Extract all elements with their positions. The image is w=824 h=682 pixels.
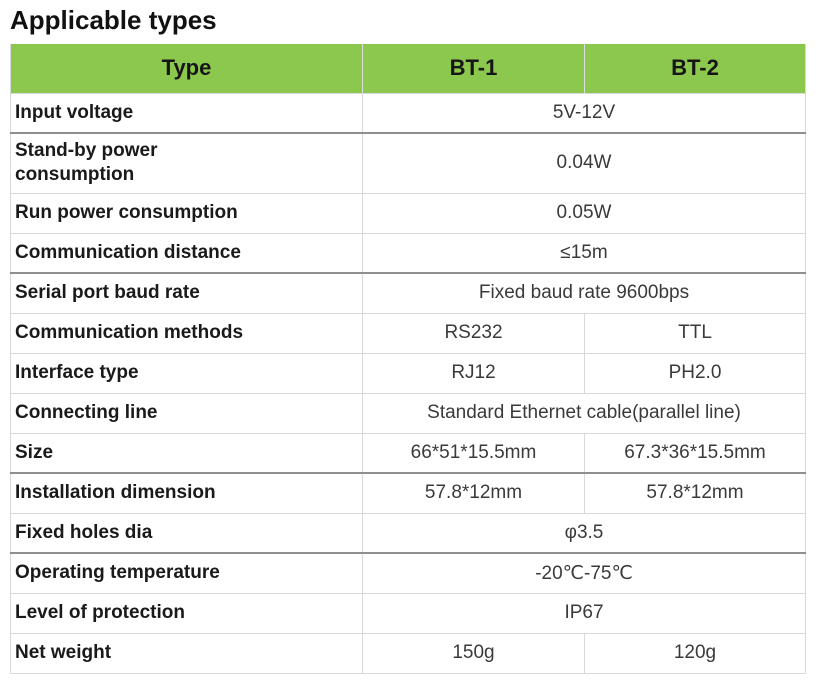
row-label: Installation dimension [10, 472, 363, 514]
row-label-text: Stand-by power consumption [15, 139, 158, 186]
table-row: Operating temperature -20℃-75℃ [10, 552, 806, 594]
table-row: Communication methods RS232 TTL [10, 312, 806, 354]
row-value-span: φ3.5 [362, 512, 806, 555]
row-value-span: 5V-12V [362, 92, 806, 135]
table-row: Installation dimension 57.8*12mm 57.8*12mm [10, 472, 806, 514]
row-label: Connecting line [10, 392, 363, 434]
row-value-span: 0.04W [362, 132, 806, 194]
row-label-text: Communication distance [15, 241, 241, 263]
table-row: Serial port baud rate Fixed baud rate 960… [10, 272, 806, 314]
row-value-bt2: 57.8*12mm [584, 472, 806, 514]
row-value-span: Standard Ethernet cable(parallel line) [362, 392, 806, 434]
row-value-span: 0.05W [362, 192, 806, 234]
row-value-span: IP67 [362, 592, 806, 634]
row-value-bt1: RJ12 [362, 352, 585, 394]
row-label-text: Net weight [15, 641, 112, 663]
table-row: Input voltage 5V-12V [10, 92, 806, 135]
row-label: Stand-by power consumption [10, 132, 363, 194]
row-label: Fixed holes dia [10, 512, 363, 555]
row-label: Size [10, 432, 363, 475]
row-label-text: Communication methods [15, 321, 244, 343]
row-label-text: Level of protection [15, 601, 185, 623]
row-label: Interface type [10, 352, 363, 394]
table-row: Connecting line Standard Ethernet cable(p… [10, 392, 806, 434]
header-cell-bt1: BT-1 [362, 44, 585, 94]
row-label: Net weight [10, 632, 363, 674]
spec-table: Type BT-1 BT-2 Input voltage 5V-12V Stand-… [10, 44, 806, 674]
row-label: Communication distance [10, 232, 363, 275]
table-row: Communication distance ≤15m [10, 232, 806, 275]
row-value-span: -20℃-75℃ [362, 552, 806, 594]
table-header-row: Type BT-1 BT-2 [10, 44, 806, 94]
row-value-span: ≤15m [362, 232, 806, 275]
row-label-text: Run power consumption [15, 201, 238, 223]
row-label-text: Interface type [15, 361, 139, 383]
row-label: Input voltage [10, 92, 363, 135]
table-row: Fixed holes dia φ3.5 [10, 512, 806, 555]
row-value-bt1: 57.8*12mm [362, 472, 585, 514]
row-value-span: Fixed baud rate 9600bps [362, 272, 806, 314]
page-title: Applicable types [10, 5, 217, 35]
row-value-bt1: RS232 [362, 312, 585, 354]
row-label: Run power consumption [10, 192, 363, 234]
row-value-bt2: TTL [584, 312, 806, 354]
table-row: Interface type RJ12 PH2.0 [10, 352, 806, 394]
table-row: Level of protection IP67 [10, 592, 806, 634]
table-row: Size 66*51*15.5mm 67.3*36*15.5mm [10, 432, 806, 475]
row-label-text: Input voltage [15, 101, 134, 123]
row-label-text: Connecting line [15, 401, 158, 423]
row-label-text: Serial port baud rate [15, 282, 200, 304]
row-label-text: Size [15, 441, 54, 463]
table-row: Net weight 150g 120g [10, 632, 806, 674]
table-row: Stand-by power consumption 0.04W [10, 132, 806, 194]
row-label: Operating temperature [10, 552, 363, 594]
row-label-text: Operating temperature [15, 562, 220, 584]
header-cell-bt2: BT-2 [584, 44, 806, 94]
row-label-text: Fixed holes dia [15, 521, 153, 543]
row-label: Communication methods [10, 312, 363, 354]
row-value-bt2: 67.3*36*15.5mm [584, 432, 806, 475]
header-cell-type: Type [10, 44, 363, 94]
row-label: Serial port baud rate [10, 272, 363, 314]
row-value-bt1: 150g [362, 632, 585, 674]
row-value-bt2: PH2.0 [584, 352, 806, 394]
row-value-bt2: 120g [584, 632, 806, 674]
row-label-text: Installation dimension [15, 482, 216, 504]
table-row: Run power consumption 0.05W [10, 192, 806, 234]
row-label: Level of protection [10, 592, 363, 634]
row-value-bt1: 66*51*15.5mm [362, 432, 585, 475]
